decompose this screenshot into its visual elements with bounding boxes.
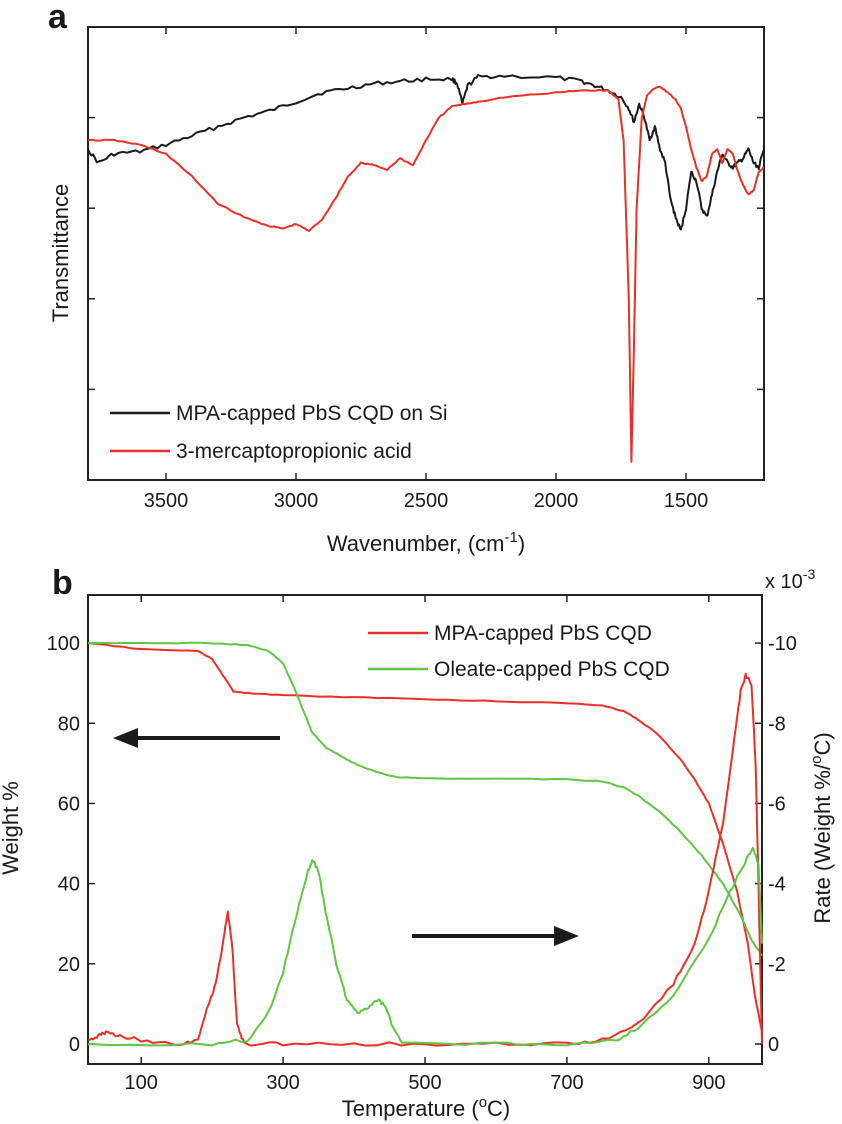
panel-b-arrow-right-head bbox=[554, 926, 579, 946]
panel-b-right-y-tick-label-1: -2 bbox=[768, 954, 786, 976]
panel-b-x-tick-label-2: 500 bbox=[408, 1072, 441, 1094]
panel-b-x-tick-label-4: 900 bbox=[692, 1072, 725, 1094]
panel-b-left-y-tick-label-5: 100 bbox=[47, 633, 80, 655]
panel-b-arrow-left bbox=[113, 728, 280, 748]
panel-b-label: b bbox=[52, 564, 73, 602]
panel-a-x-tick-label-1: 3000 bbox=[274, 490, 319, 512]
panel-b-right-y-tick-label-2: -4 bbox=[768, 874, 786, 896]
panel-a-series-black-line bbox=[87, 74, 765, 231]
panel-b-left-y-tick-label-0: 0 bbox=[69, 1034, 80, 1056]
panel-b-arrow-right bbox=[412, 926, 579, 946]
panel-b-x-tick-label-1: 300 bbox=[266, 1072, 299, 1094]
panel-b-right-y-axis-title-sup: o bbox=[808, 756, 825, 764]
panel-b-left-y-tick-label-1: 20 bbox=[58, 954, 80, 976]
panel-b-weight-green-line bbox=[88, 641, 763, 957]
panel-b-rate-red-line bbox=[87, 672, 763, 1047]
panel-b-left-y-tick-label-4: 80 bbox=[58, 713, 80, 735]
panel-b-x-axis-title: Temperature (oC) bbox=[342, 1094, 511, 1121]
panel-a-y-axis-title: Transmittance bbox=[48, 184, 73, 323]
panel-b-right-y-tick-label-5: -10 bbox=[768, 633, 797, 655]
panel-b-arrow-left-head bbox=[113, 728, 138, 748]
panel-b-right-y-axis-title-end: C) bbox=[810, 732, 835, 755]
panel-a-legend-label-black: MPA-capped PbS CQD on Si bbox=[176, 402, 448, 425]
panel-a-x-axis-title: Wavenumber, (cm-1) bbox=[327, 529, 525, 556]
panel-a-legend: MPA-capped PbS CQD on Si 3-mercaptopropi… bbox=[110, 402, 448, 463]
panel-b-x-tick-label-3: 700 bbox=[550, 1072, 583, 1094]
panel-a-x-tick-label-0: 3500 bbox=[144, 490, 189, 512]
panel-b-left-y-axis-title: Weight % bbox=[0, 781, 23, 875]
panel-b-x-tick-label-0: 100 bbox=[125, 1072, 158, 1094]
panel-b-legend: MPA-capped PbS CQD Oleate-capped PbS CQD bbox=[368, 622, 670, 681]
panel-b-x-axis-title-end: C) bbox=[487, 1096, 510, 1121]
panel-a-legend-label-red: 3-mercaptopropionic acid bbox=[176, 440, 412, 463]
panel-b-rate-green-line bbox=[87, 846, 763, 1047]
panel-b-right-y-tick-label-4: -8 bbox=[768, 713, 786, 735]
panel-a-label: a bbox=[48, 0, 68, 36]
panel-b-ticks: 100 300 500 700 900 0 20 40 60 80 100 0 -2 -4 -6 -8 -10 bbox=[47, 595, 797, 1094]
panel-b-right-y-axis-title: Rate (Weight %/oC) bbox=[808, 732, 835, 923]
panel-b-right-y-tick-label-3: -6 bbox=[768, 793, 786, 815]
panel-a: a 3500 3000 2500 2000 1500 Transmittance Wav… bbox=[48, 0, 765, 556]
panel-b-series bbox=[87, 641, 763, 1047]
panel-b-x-axis-title-main: Temperature ( bbox=[342, 1096, 480, 1121]
panel-a-x-axis-title-main: Wavenumber, (cm bbox=[327, 531, 505, 556]
panel-a-x-tick-label-2: 2500 bbox=[404, 490, 449, 512]
panel-b-legend-label-green: Oleate-capped PbS CQD bbox=[434, 658, 670, 681]
panel-b-right-y-tick-label-0: 0 bbox=[768, 1034, 779, 1056]
panel-a-ticks: 3500 3000 2500 2000 1500 bbox=[88, 26, 764, 512]
panel-b: b 100 300 500 700 900 0 20 40 60 80 100 0 -2 -4 -6 -8 -1… bbox=[0, 564, 835, 1121]
panel-b-left-y-tick-label-3: 60 bbox=[58, 793, 80, 815]
panel-a-x-tick-label-4: 1500 bbox=[664, 490, 709, 512]
panel-b-right-axis-multiplier-main: x 10 bbox=[765, 571, 803, 593]
panel-b-right-axis-multiplier: x 10-3 bbox=[765, 566, 815, 593]
panel-b-weight-red-line bbox=[87, 642, 763, 1033]
panel-a-x-axis-title-sup: -1 bbox=[505, 529, 518, 546]
panel-b-right-axis-multiplier-sup: -3 bbox=[803, 566, 816, 582]
panel-b-legend-label-red: MPA-capped PbS CQD bbox=[434, 622, 652, 645]
panel-a-series bbox=[87, 74, 765, 463]
panel-a-x-tick-label-3: 2000 bbox=[534, 490, 579, 512]
panel-b-x-axis-title-sup: o bbox=[479, 1094, 487, 1111]
panel-b-left-y-tick-label-2: 40 bbox=[58, 874, 80, 896]
panel-b-right-y-axis-title-main: Rate (Weight %/ bbox=[810, 763, 835, 924]
panel-a-x-axis-title-end: ) bbox=[518, 531, 525, 556]
panel-a-series-red-line bbox=[87, 85, 765, 463]
